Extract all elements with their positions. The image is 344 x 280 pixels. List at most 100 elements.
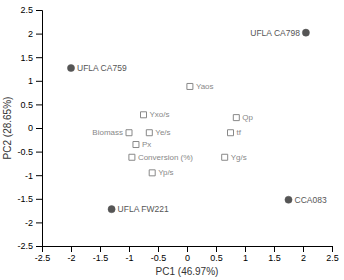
tick-label: 1.5 (20, 53, 33, 63)
y-tick: -1.5 (17, 194, 42, 204)
tick-mark (36, 81, 42, 82)
tick-label: 2 (28, 29, 33, 39)
x-tick: 0 (185, 246, 190, 263)
x-tick: 2.5 (326, 246, 339, 263)
x-tick: 0.5 (210, 246, 223, 263)
tick-label: 2.5 (20, 5, 33, 15)
tick-mark (71, 246, 72, 252)
tick-label: 0 (28, 123, 33, 133)
y-axis: -2.5 -2 -1.5 -1 -0.5 0 0.5 1 1.5 2 2.5 (17, 5, 42, 251)
tick-label: -1.5 (93, 253, 109, 263)
tick-label: -2.5 (17, 241, 33, 251)
point-label: CCA083 (295, 195, 327, 205)
y-tick: 2 (28, 29, 42, 39)
point-label: Yg/s (231, 153, 247, 162)
tick-mark (36, 104, 42, 105)
x-tick: -1 (125, 246, 133, 263)
y-tick: -2.5 (17, 241, 42, 251)
y-tick: -0.5 (17, 147, 42, 157)
point-label: UFLA CA798 (250, 28, 300, 38)
x-tick: 1 (243, 246, 248, 263)
x-tick: 2 (301, 246, 306, 263)
x-tick: 1.5 (268, 246, 281, 263)
tick-mark (36, 246, 42, 247)
point-label: Conversion (%) (138, 153, 193, 162)
variable-point (126, 130, 132, 136)
tick-label: -1.5 (17, 194, 33, 204)
variable-point (141, 112, 147, 118)
tick-label: -1 (25, 171, 33, 181)
plot-area (67, 29, 309, 213)
tick-mark (216, 246, 217, 252)
y-tick: 0 (28, 123, 42, 133)
tick-label: 0 (185, 253, 190, 263)
tick-label: -0.5 (17, 147, 33, 157)
strain-point (285, 196, 292, 203)
point-label: Yxo/s (150, 110, 170, 119)
tick-mark (36, 222, 42, 223)
point-label: Qp (242, 113, 253, 122)
variable-point (149, 170, 155, 176)
point-label: Ye/s (155, 128, 170, 137)
x-tick: -0.5 (151, 246, 167, 263)
tick-mark (332, 246, 333, 252)
y-axis-title: PC2 (28.65%) (2, 97, 13, 160)
point-group (67, 29, 309, 213)
tick-label: 2.5 (326, 253, 339, 263)
tick-mark (36, 34, 42, 35)
tick-mark (36, 175, 42, 176)
strain-point (302, 29, 309, 36)
x-axis: -2.5 -2 -1.5 -1 -0.5 0 0.5 1 1.5 2 2.5 (35, 246, 339, 263)
strain-point (67, 64, 74, 71)
y-tick: -1 (25, 171, 42, 181)
tick-mark (303, 246, 304, 252)
x-tick: -2.5 (35, 246, 51, 263)
tick-mark (187, 246, 188, 252)
tick-mark (36, 10, 42, 11)
y-tick: 1.5 (20, 53, 42, 63)
tick-mark (36, 199, 42, 200)
point-label: tf (237, 128, 242, 137)
axis-line (43, 247, 333, 253)
tick-mark (36, 152, 42, 153)
variable-point (129, 154, 135, 160)
tick-mark (274, 246, 275, 252)
tick-mark (36, 128, 42, 129)
point-label: UFLA CA759 (77, 63, 127, 73)
tick-mark (158, 246, 159, 252)
tick-label: -2 (67, 253, 75, 263)
x-tick: -1.5 (93, 246, 109, 263)
tick-label: -1 (125, 253, 133, 263)
point-group (126, 83, 239, 175)
tick-label: 0.5 (20, 100, 33, 110)
tick-mark (245, 246, 246, 252)
variable-point (233, 115, 239, 121)
variable-point (228, 130, 234, 136)
variable-point (133, 142, 139, 148)
tick-label: -0.5 (151, 253, 167, 263)
point-label: Yaos (196, 82, 214, 91)
y-tick: 0.5 (20, 100, 42, 110)
x-axis-title: PC1 (46.97%) (156, 266, 219, 277)
tick-label: 2 (301, 253, 306, 263)
variable-point (146, 130, 152, 136)
strain-point (108, 206, 115, 213)
point-label: Yp/s (158, 168, 173, 177)
tick-mark (129, 246, 130, 252)
variable-point (222, 154, 228, 160)
tick-label: -2.5 (35, 253, 51, 263)
variable-point (187, 83, 193, 89)
tick-label: -2 (25, 218, 33, 228)
point-label: UFLA FW221 (118, 204, 169, 214)
point-label: Biomass (92, 128, 123, 137)
tick-label: 1 (28, 76, 33, 86)
point-labels: UFLA CA798 UFLA CA759 UFLA FW221 CCA083 Yaos… (77, 28, 327, 215)
tick-label: 1.5 (268, 253, 281, 263)
tick-mark (36, 57, 42, 58)
x-tick: -2 (67, 246, 75, 263)
chart: -2.5 -2 -1.5 -1 -0.5 0 0.5 1 1.5 2 2.5 -2.5 -2 -1.5 -1… (0, 0, 344, 280)
tick-label: 0.5 (210, 253, 223, 263)
y-tick: 2.5 (20, 5, 42, 15)
y-tick: -2 (25, 218, 42, 228)
y-tick: 1 (28, 76, 42, 86)
